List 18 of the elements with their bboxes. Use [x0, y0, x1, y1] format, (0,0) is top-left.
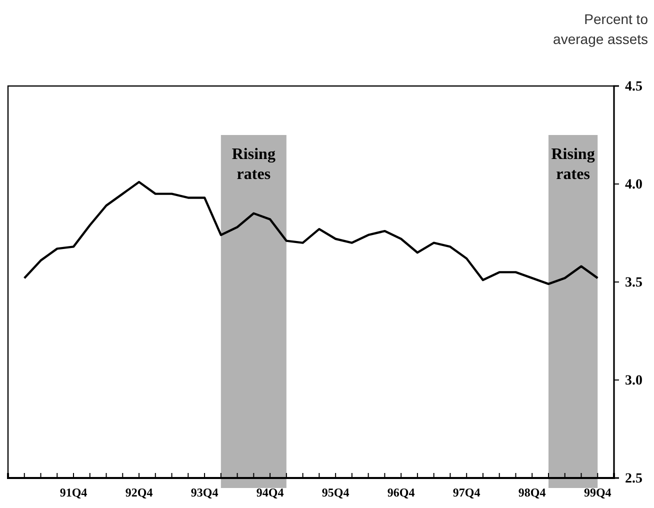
x-tick-label: 95Q4: [322, 486, 350, 500]
x-tick-label: 92Q4: [125, 486, 153, 500]
x-tick-label: 91Q4: [60, 486, 88, 500]
y-tick-label: 4.0: [625, 177, 642, 192]
x-tick-label: 99Q4: [584, 486, 612, 500]
y-tick-label: 4.5: [625, 79, 642, 94]
y-tick-label: 3.5: [625, 275, 642, 290]
x-tick-label: 93Q4: [190, 486, 218, 500]
x-tick-label: 96Q4: [387, 486, 415, 500]
y-tick-label: 2.5: [625, 471, 642, 486]
x-tick-label: 98Q4: [518, 486, 546, 500]
x-tick-label: 94Q4: [256, 486, 284, 500]
line-series: [23, 180, 599, 286]
x-tick-label: 97Q4: [452, 486, 480, 500]
y-tick-label: 3.0: [625, 373, 642, 388]
annotation: Rising rates: [232, 146, 276, 183]
annotation: Rising rates: [551, 146, 595, 183]
y-axis-title: Percent to average assets: [553, 11, 648, 47]
